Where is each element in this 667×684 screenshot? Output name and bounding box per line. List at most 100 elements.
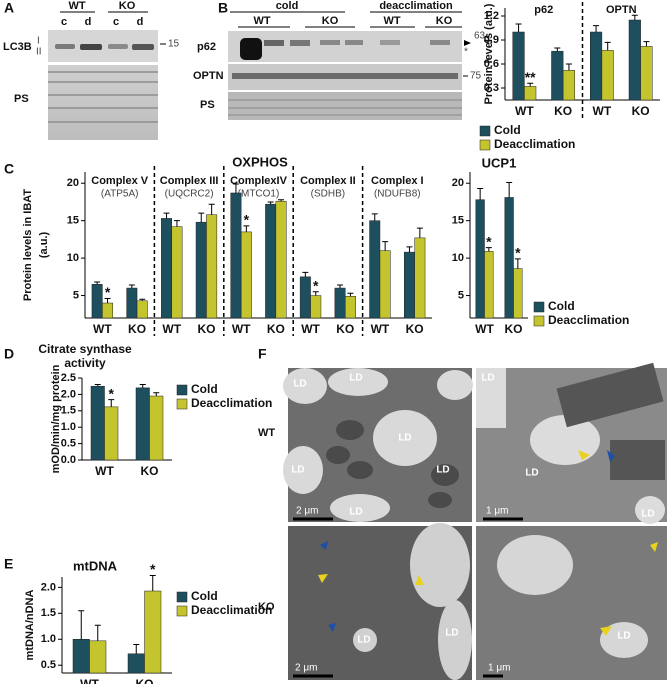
x-tick-label: WT [80, 677, 99, 684]
legend-label: Cold [548, 299, 575, 313]
group-subtitle: (NDUFB8) [374, 189, 421, 200]
error-bar [527, 82, 534, 87]
bar [345, 296, 356, 319]
group-label: WT [253, 15, 270, 27]
y-tick-label: 1.2 [484, 10, 499, 22]
bar [135, 387, 150, 461]
significance: * [515, 245, 521, 261]
error-bar [371, 213, 378, 221]
scale-label: 2 μm [295, 663, 317, 674]
ld-label: LD [617, 631, 630, 642]
marker-label: * [464, 47, 468, 58]
y-tick-label: 1.5 [41, 607, 56, 619]
significance: * [105, 284, 111, 300]
error-bar [243, 225, 250, 232]
y-tick-label: 1.5 [61, 405, 76, 417]
ld-label: LD [436, 465, 449, 476]
scale-label: 2 μm [296, 506, 318, 517]
significance: ** [525, 69, 536, 85]
bar [72, 639, 90, 674]
legend-swatch [533, 301, 545, 313]
legend-label: Cold [494, 123, 521, 137]
group-title: Complex III [160, 175, 219, 187]
panel-label: D [4, 346, 14, 362]
x-tick-label: KO [141, 464, 159, 478]
legend-swatch [479, 139, 491, 151]
ld-label: LD [357, 635, 370, 646]
legend-label: Cold [191, 589, 218, 603]
panel-label: C [4, 161, 14, 177]
error-bar [565, 63, 572, 71]
error-bar [139, 384, 146, 388]
blot [228, 31, 462, 62]
error-bar [406, 246, 413, 253]
error-bar [163, 212, 170, 219]
error-bar [416, 227, 423, 238]
band-label: II [36, 47, 42, 58]
error-bar [337, 284, 344, 289]
bar [89, 640, 107, 674]
error-bar [128, 284, 135, 289]
error-bar [139, 298, 146, 301]
x-tick-label: WT [232, 322, 251, 336]
error-bar [515, 23, 522, 32]
y-tick-label: 1.0 [61, 421, 76, 433]
marker-label: 15 [168, 39, 180, 50]
bar [206, 214, 218, 319]
y-tick-label: 15 [452, 215, 464, 227]
bar [275, 200, 287, 319]
ld-label: LD [293, 379, 306, 390]
y-tick-label: 0.0 [61, 454, 76, 466]
x-tick-label: KO [336, 322, 354, 336]
error-bar [278, 199, 285, 202]
bar [104, 406, 119, 461]
bar [475, 199, 485, 319]
x-tick-label: KO [505, 322, 523, 336]
x-tick-label: KO [554, 104, 572, 118]
bar [126, 287, 138, 319]
error-bar [506, 181, 513, 198]
legend-label: Deacclimation [548, 313, 629, 327]
error-bar [382, 241, 389, 251]
ld-label: LD [445, 628, 458, 639]
x-tick-label: KO [632, 104, 650, 118]
x-tick-label: WT [593, 104, 612, 118]
ld-label: LD [481, 373, 494, 384]
bar [91, 284, 103, 319]
x-tick-label: WT [93, 322, 112, 336]
y-tick-label: 5 [73, 289, 79, 301]
chart-title: mtDNA [73, 558, 118, 573]
bar [403, 251, 415, 319]
bar [369, 220, 381, 319]
group-title: p62 [534, 4, 553, 16]
panel-a: A WT KO c d c d LC3B I II 15 PS [3, 0, 180, 140]
bar [310, 295, 322, 319]
group-label: KO [436, 15, 453, 27]
error-bar [133, 643, 140, 654]
bar [265, 203, 277, 319]
row-label: KO [258, 601, 275, 613]
error-bar [232, 183, 239, 193]
error-bar [631, 14, 638, 20]
error-bar [149, 574, 156, 592]
y-tick-label: 5 [458, 289, 464, 301]
panel-label: E [4, 556, 13, 572]
significance: * [486, 233, 492, 249]
y-tick-label: 0.9 [484, 34, 499, 46]
x-tick-label: KO [267, 322, 285, 336]
scale-label: 1 μm [486, 506, 508, 517]
x-tick-label: WT [95, 464, 114, 478]
row-label: PS [200, 99, 215, 111]
band-label: I [37, 36, 40, 47]
bar [414, 237, 426, 319]
blot [48, 65, 158, 140]
bar [195, 221, 207, 319]
y-tick-label: 2.5 [61, 372, 76, 384]
y-tick-label: 0.3 [484, 82, 499, 94]
bar [136, 300, 148, 319]
bar [628, 19, 641, 101]
error-bar [514, 258, 521, 269]
error-bar [643, 41, 650, 47]
bar [171, 226, 183, 319]
bar [102, 302, 114, 319]
